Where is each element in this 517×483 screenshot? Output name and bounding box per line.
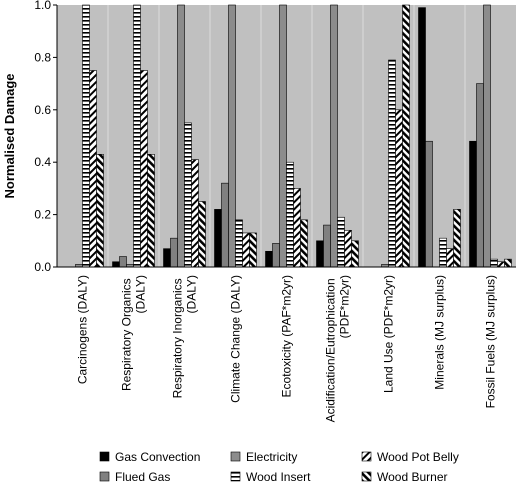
bar — [221, 182, 229, 268]
bar — [242, 232, 250, 268]
y-tick-label: 0.8 — [34, 50, 51, 64]
x-tick-label: Ecotoxicity (PAF*m2yr) — [280, 275, 294, 397]
bar — [316, 240, 324, 268]
bar — [425, 140, 433, 268]
bar — [279, 4, 287, 268]
legend-label: Wood Burner — [377, 470, 447, 483]
x-tick-label: Respiratory Organics (DALY) — [120, 275, 148, 391]
x-tick-label: Acidification/Eutrophication (PDF*m2yr) — [324, 275, 352, 422]
bar — [344, 230, 352, 268]
bar — [147, 154, 155, 268]
x-tick-label: Land Use (PDF*m2yr) — [382, 275, 396, 393]
y-tick-label: 0.0 — [34, 260, 51, 274]
y-tick-label: 0.4 — [34, 155, 51, 169]
bar — [272, 243, 280, 268]
x-tick-label: Respiratory Inorganics (DALY) — [171, 275, 199, 398]
bar — [177, 4, 185, 268]
legend-swatch — [99, 471, 110, 482]
bar — [214, 209, 222, 268]
bar — [286, 161, 294, 268]
bar — [337, 216, 345, 268]
bar — [235, 219, 243, 268]
bar — [418, 7, 426, 268]
legend-label: Flued Gas — [115, 470, 170, 483]
bar — [184, 122, 192, 268]
x-tick-label: Carcinogens (DALY) — [76, 275, 90, 384]
bar — [483, 4, 491, 268]
bar — [504, 258, 512, 268]
bar — [330, 4, 338, 268]
bar — [96, 154, 104, 268]
bar — [163, 248, 171, 268]
bar — [133, 4, 141, 268]
bar — [388, 59, 396, 268]
bar — [469, 140, 477, 268]
bar — [112, 261, 120, 268]
legend-label: Gas Convection — [115, 450, 200, 464]
bar — [198, 201, 206, 268]
bar — [89, 70, 97, 268]
bar — [439, 237, 447, 268]
bar — [265, 250, 273, 268]
bar — [228, 4, 236, 268]
legend-label: Electricity — [246, 450, 297, 464]
bar — [249, 232, 257, 268]
bar — [476, 83, 484, 268]
y-axis-label: Normalised Damage — [2, 74, 17, 199]
bar — [497, 261, 505, 268]
bar — [140, 70, 148, 268]
x-tick-label: Fossil Fuels (MJ surplus) — [484, 275, 498, 408]
legend-swatch — [230, 451, 241, 462]
bar — [453, 209, 461, 268]
bar — [490, 258, 498, 268]
y-tick-label: 0.6 — [34, 103, 51, 117]
bar — [293, 188, 301, 268]
bar — [323, 224, 331, 268]
bar — [191, 159, 199, 268]
y-tick-label: 0.2 — [34, 208, 51, 222]
bar — [402, 4, 410, 268]
legend-swatch — [230, 471, 241, 482]
x-tick-label: Minerals (MJ surplus) — [433, 275, 447, 390]
x-tick-label: Climate Change (DALY) — [229, 275, 243, 403]
legend-swatch — [361, 451, 372, 462]
bar — [170, 237, 178, 268]
legend-label: Wood Pot Belly — [377, 450, 459, 464]
y-tick-label: 1.0 — [34, 0, 51, 12]
legend-label: Wood Insert — [246, 470, 311, 483]
bar — [446, 248, 454, 268]
bar — [395, 109, 403, 268]
bar — [300, 219, 308, 268]
bar — [82, 4, 90, 268]
bar — [351, 240, 359, 268]
legend-swatch — [361, 471, 372, 482]
bar — [119, 256, 127, 268]
legend-swatch — [99, 451, 110, 462]
